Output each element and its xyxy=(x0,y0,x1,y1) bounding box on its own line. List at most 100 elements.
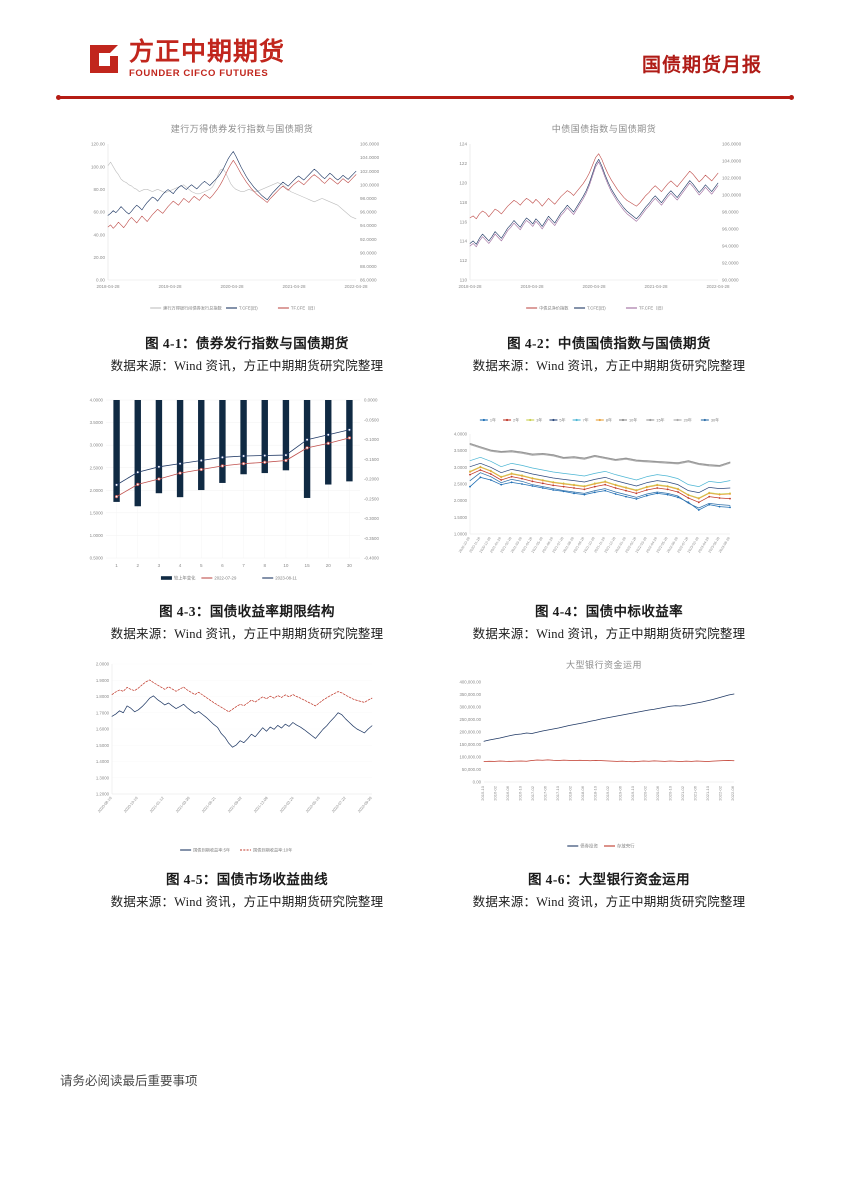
svg-text:-0.2500: -0.2500 xyxy=(364,496,379,501)
svg-text:15年: 15年 xyxy=(656,417,664,422)
svg-text:80.00: 80.00 xyxy=(94,187,106,192)
svg-text:2015-10: 2015-10 xyxy=(480,785,485,800)
svg-text:-0.2000: -0.2000 xyxy=(364,477,379,482)
svg-text:250,000.00: 250,000.00 xyxy=(459,717,481,722)
svg-text:106.0000: 106.0000 xyxy=(722,142,742,147)
svg-text:T.CFE(旧): T.CFE(旧) xyxy=(239,305,258,312)
svg-text:1.8000: 1.8000 xyxy=(96,694,110,699)
svg-text:30: 30 xyxy=(347,563,353,568)
svg-text:2020-04-28: 2020-04-28 xyxy=(582,284,606,289)
svg-text:2017-10: 2017-10 xyxy=(555,785,560,800)
svg-text:2022-04-28: 2022-04-28 xyxy=(344,284,368,289)
company-logo: 方正中期期货 FOUNDER CIFCO FUTURES xyxy=(88,40,285,79)
svg-text:建行万得银行间债券发行总指数: 建行万得银行间债券发行总指数 xyxy=(163,305,222,312)
svg-text:102.0000: 102.0000 xyxy=(722,176,742,181)
caption-source: 数据来源：Wind 资讯，方正中期期货研究院整理 xyxy=(110,895,384,909)
svg-text:2.0000: 2.0000 xyxy=(454,498,468,503)
svg-text:400,000.00: 400,000.00 xyxy=(459,680,481,685)
figure-4-3-caption: 图 4-3：国债收益率期限结构 数据来源：Wind 资讯，方正中期期货研究院整理 xyxy=(72,600,422,642)
figure-row-2: 0.5000 1.0000 1.5000 2.0000 2.5000 3.0000 3.50… xyxy=(0,386,850,642)
svg-text:中债总净价指数: 中债总净价指数 xyxy=(539,305,569,312)
svg-text:1年: 1年 xyxy=(490,417,496,422)
figure-4-3: 0.5000 1.0000 1.5000 2.0000 2.5000 3.0000 3.50… xyxy=(72,386,422,642)
svg-text:90.0000: 90.0000 xyxy=(360,250,377,255)
svg-text:10: 10 xyxy=(283,563,289,568)
svg-text:100.00: 100.00 xyxy=(91,164,105,169)
svg-text:3.5000: 3.5000 xyxy=(90,420,104,425)
chart-c2-title: 中债国债指数与国债期货 xyxy=(551,124,657,134)
svg-text:94.0000: 94.0000 xyxy=(722,244,739,249)
svg-text:4.0000: 4.0000 xyxy=(454,432,468,437)
svg-text:2023-08-11: 2023-08-11 xyxy=(275,576,297,581)
caption-source: 数据来源：Wind 资讯，方正中期期货研究院整理 xyxy=(110,359,384,373)
svg-text:国债到期收益率:5年: 国债到期收益率:5年 xyxy=(193,847,230,854)
svg-text:10年: 10年 xyxy=(629,417,637,422)
chart-c2: 中债国债指数与国债期货 110 112 114 116 118 120 122 124 90.0… xyxy=(434,118,774,330)
svg-text:国债到期收益率:10年: 国债到期收益率:10年 xyxy=(253,847,292,854)
svg-text:20.00: 20.00 xyxy=(94,255,106,260)
svg-text:较上年变化: 较上年变化 xyxy=(174,575,196,582)
svg-text:T.CFE(旧): T.CFE(旧) xyxy=(587,305,606,312)
svg-text:30年: 30年 xyxy=(711,417,719,422)
page-header: 方正中期期货 FOUNDER CIFCO FUTURES 国债期货月报 xyxy=(0,0,850,100)
svg-text:2019-10: 2019-10 xyxy=(630,785,635,800)
chart-c6-canvas: 0.00 50,000.00 100,000.00 150,000.00 200,000… xyxy=(459,680,735,850)
svg-text:2016-02: 2016-02 xyxy=(493,785,498,800)
chart-c2-canvas: 110 112 114 116 118 120 122 124 90.0000 92.0000 94… xyxy=(458,142,742,312)
svg-text:1.2000: 1.2000 xyxy=(96,792,110,797)
svg-text:86.0000: 86.0000 xyxy=(360,278,377,283)
svg-text:3年: 3年 xyxy=(536,417,542,422)
svg-text:2022-06: 2022-06 xyxy=(730,785,735,800)
svg-text:88.0000: 88.0000 xyxy=(360,264,377,269)
svg-text:2016-10: 2016-10 xyxy=(518,785,523,800)
svg-text:1.0000: 1.0000 xyxy=(90,533,104,538)
svg-text:2021-04-28: 2021-04-28 xyxy=(644,284,668,289)
figure-4-1-caption: 图 4-1：债券发行指数与国债期货 数据来源：Wind 资讯，方正中期期货研究院… xyxy=(72,332,422,374)
svg-text:2022-05-10: 2022-05-10 xyxy=(305,796,321,813)
svg-text:0.5000: 0.5000 xyxy=(90,556,104,561)
caption-title: 图 4-4：国债中标收益率 xyxy=(534,604,684,619)
caption-source: 数据来源：Wind 资讯，方正中期期货研究院整理 xyxy=(472,627,746,641)
svg-text:存放央行: 存放央行 xyxy=(617,843,635,850)
svg-text:2020-02: 2020-02 xyxy=(643,785,648,800)
figure-row-3: 1.2000 1.3000 1.4000 1.5000 1.6000 1.7000 1.80… xyxy=(0,654,850,910)
svg-text:-0.3000: -0.3000 xyxy=(364,516,379,521)
svg-text:100.0000: 100.0000 xyxy=(360,182,380,187)
header-divider xyxy=(56,95,794,100)
chart-c1-canvas: 0.00 20.00 40.00 60.00 80.00 100.00 120.00 86.0… xyxy=(91,142,380,312)
svg-text:2021-02: 2021-02 xyxy=(680,785,685,800)
chart-c3: 0.5000 1.0000 1.5000 2.0000 2.5000 3.0000 3.50… xyxy=(72,386,412,598)
logo-text-en: FOUNDER CIFCO FUTURES xyxy=(129,68,269,79)
svg-text:2021-12-08: 2021-12-08 xyxy=(253,796,269,813)
svg-text:2022-02: 2022-02 xyxy=(718,785,723,800)
svg-text:106.0000: 106.0000 xyxy=(360,142,380,147)
figure-4-5: 1.2000 1.3000 1.4000 1.5000 1.6000 1.7000 1.80… xyxy=(72,654,422,910)
svg-text:-0.0500: -0.0500 xyxy=(364,417,379,422)
svg-text:2021-03-30: 2021-03-30 xyxy=(175,796,191,813)
chart-c1: 建行万得债券发行指数与国债期货 0.00 20.00 40.00 60.00 80.00… xyxy=(72,118,412,330)
svg-text:5: 5 xyxy=(200,563,203,568)
chart-c4-canvas: 1.0000 1.5000 2.0000 2.5000 3.0000 3.5000 4.00… xyxy=(454,417,731,554)
svg-text:110: 110 xyxy=(460,278,468,283)
svg-text:5年: 5年 xyxy=(559,417,565,422)
svg-text:2022-02-24: 2022-02-24 xyxy=(279,796,295,813)
svg-text:3.0000: 3.0000 xyxy=(90,443,104,448)
svg-text:1.0000: 1.0000 xyxy=(454,532,468,537)
svg-text:118: 118 xyxy=(460,200,468,205)
svg-text:0.0000: 0.0000 xyxy=(364,398,378,403)
svg-text:2年: 2年 xyxy=(513,417,519,422)
chart-c6-title: 大型银行资金运用 xyxy=(565,660,642,670)
svg-text:90.0000: 90.0000 xyxy=(722,278,739,283)
svg-text:3.5000: 3.5000 xyxy=(454,448,468,453)
svg-text:0.00: 0.00 xyxy=(473,780,482,785)
svg-text:2019-04-28: 2019-04-28 xyxy=(158,284,182,289)
figure-4-4-caption: 图 4-4：国债中标收益率 数据来源：Wind 资讯，方正中期期货研究院整理 xyxy=(434,600,784,642)
svg-text:94.0000: 94.0000 xyxy=(360,223,377,228)
svg-text:1.7000: 1.7000 xyxy=(96,710,110,715)
figure-4-1: 建行万得债券发行指数与国债期货 0.00 20.00 40.00 60.00 80.00… xyxy=(72,118,422,374)
chart-c3-canvas: 0.5000 1.0000 1.5000 2.0000 2.5000 3.0000 3.50… xyxy=(90,398,380,582)
svg-text:2021-09-02: 2021-09-02 xyxy=(227,796,243,813)
svg-text:124: 124 xyxy=(459,142,467,147)
svg-text:1.5000: 1.5000 xyxy=(454,515,468,520)
svg-text:116: 116 xyxy=(460,219,468,224)
